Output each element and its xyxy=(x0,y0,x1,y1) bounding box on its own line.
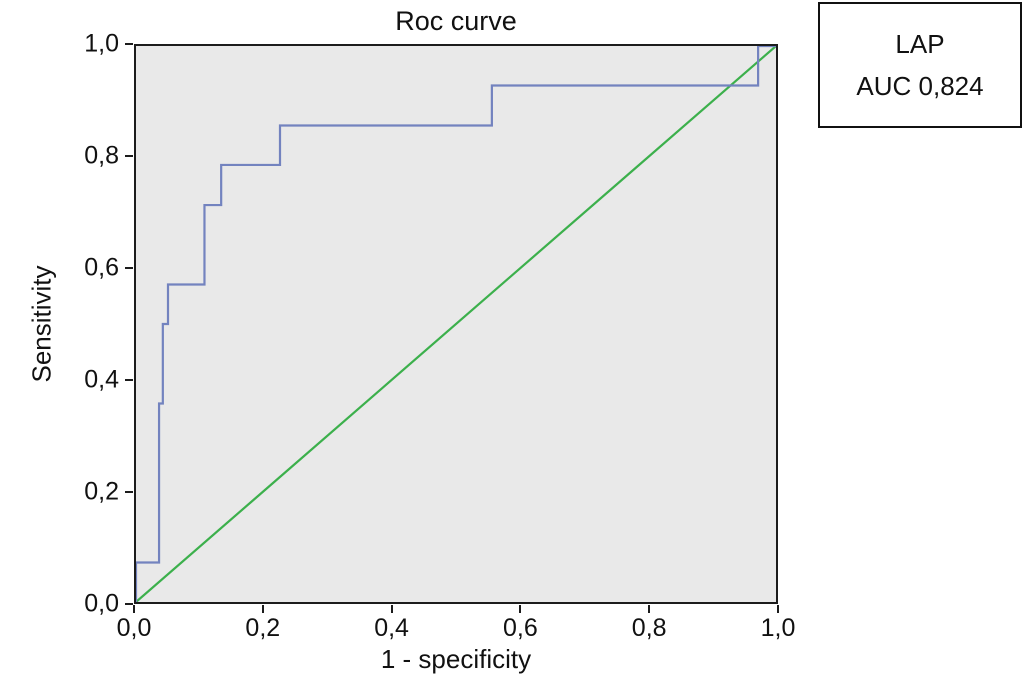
x-axis-tick-label: 0,4 xyxy=(374,614,409,642)
legend-auc-value: AUC 0,824 xyxy=(856,71,984,101)
x-axis-tick-label: 0,2 xyxy=(245,614,281,642)
y-axis-tick xyxy=(125,155,133,157)
x-axis-tick xyxy=(648,605,651,613)
x-axis-label: 1 - specificity xyxy=(380,644,532,674)
legend-box: LAP AUC 0,824 xyxy=(818,2,1022,128)
x-axis-tick-label: 0,0 xyxy=(116,614,152,642)
x-axis-tick xyxy=(261,605,264,613)
x-axis-tick xyxy=(133,605,135,613)
plot-wrap: 0,0 0,2 0,4 0,6 0,8 1,0 0,0 0,2 0,4 0,6 … xyxy=(84,31,795,641)
x-axis-tick-label: 1,0 xyxy=(760,614,796,642)
reference-line xyxy=(136,46,776,602)
x-axis-tick xyxy=(777,605,779,613)
y-axis-tick-label: 1,0 xyxy=(84,29,119,58)
y-axis-tick-label: 0,4 xyxy=(84,365,119,394)
x-axis-tick-label: 0,8 xyxy=(631,614,667,642)
y-axis-tick-label: 0,0 xyxy=(84,589,119,618)
y-axis-tick xyxy=(125,603,133,605)
plot-area xyxy=(134,44,778,604)
chart-title: Roc curve xyxy=(395,6,517,36)
y-axis-tick-label: 0,8 xyxy=(84,141,119,170)
x-axis-tick-label: 0,6 xyxy=(503,614,538,642)
roc-svg xyxy=(136,46,776,602)
y-axis-tick xyxy=(125,43,133,45)
y-axis-tick-label: 0,6 xyxy=(84,253,119,282)
y-axis-tick-label: 0,2 xyxy=(84,477,119,506)
legend-series-label: LAP xyxy=(895,29,945,59)
y-axis-tick xyxy=(125,491,133,493)
x-axis-tick xyxy=(519,605,522,613)
roc-curve-line xyxy=(136,46,776,602)
y-axis-tick xyxy=(125,379,133,381)
y-axis-label: Sensitivity xyxy=(26,265,57,383)
x-axis-tick xyxy=(390,605,393,613)
y-axis-tick xyxy=(125,267,133,269)
